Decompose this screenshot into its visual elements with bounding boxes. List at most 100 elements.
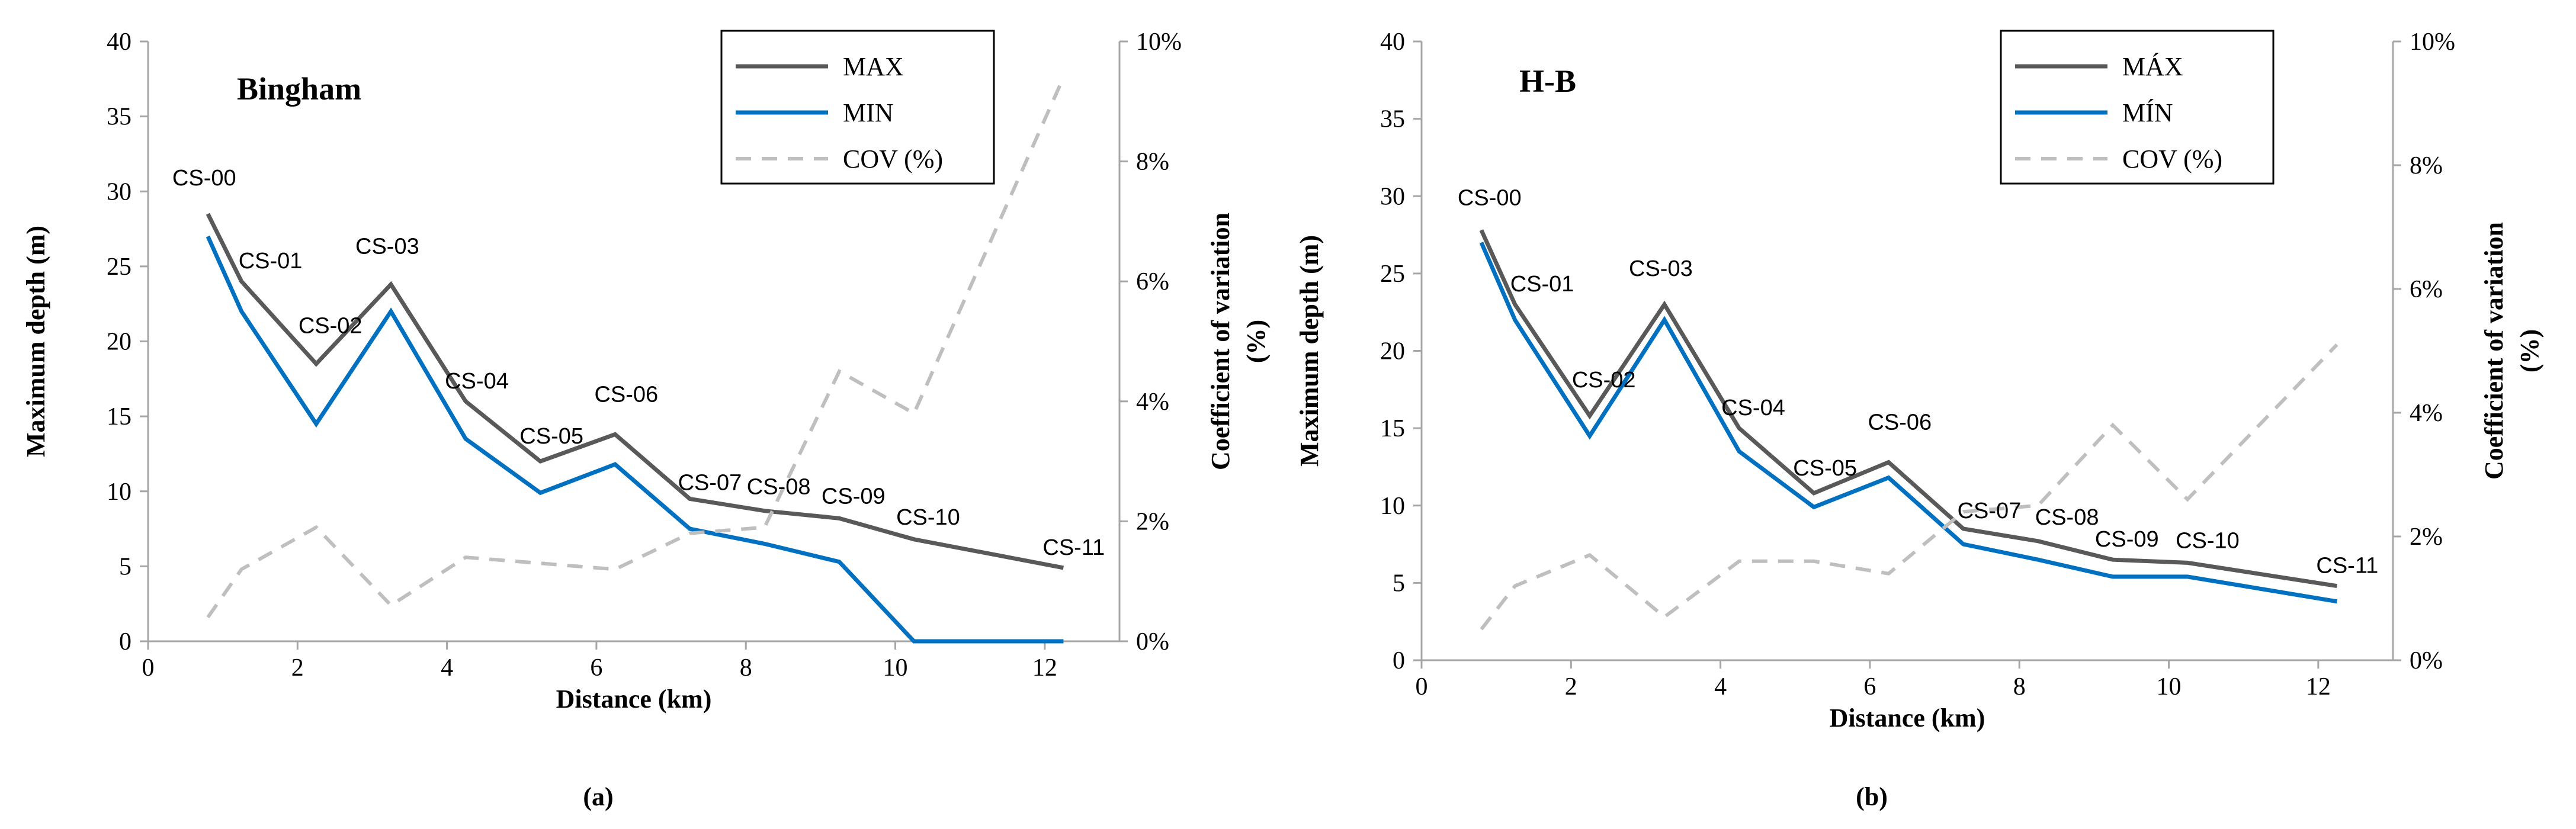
series-min-point [2185, 574, 2190, 579]
cross-section-label: CS-05 [1793, 456, 1857, 481]
series-max-point [2185, 560, 2190, 565]
y2-axis-title-unit: (%) [1242, 320, 1271, 363]
cross-section-label: CS-07 [678, 470, 742, 495]
series-min-line [206, 235, 1064, 644]
y2-tick-label: 8% [1136, 149, 1169, 176]
series-max-point [1061, 565, 1066, 570]
cross-section-label: CS-08 [747, 475, 811, 500]
series-cov-point [1061, 75, 1066, 80]
series-max-point [389, 282, 393, 287]
series-min-point [538, 490, 543, 495]
series-cov-point [612, 567, 617, 571]
series-cov-point [1513, 584, 1518, 589]
series-min-point [688, 526, 692, 531]
legend: MAX MIN COV (%) [720, 30, 995, 185]
cross-section-label: CS-04 [1721, 396, 1785, 420]
cross-section-label: CS-10 [896, 505, 960, 530]
cross-section-label: CS-09 [822, 484, 886, 509]
y-tick-label: 40 [107, 28, 131, 56]
y-tick-label: 5 [1393, 570, 1405, 597]
cross-section-label: CS-02 [299, 313, 362, 338]
series-cov-point [314, 525, 319, 530]
y2-tick-label: 10% [2410, 28, 2455, 56]
series-cov-point [1587, 552, 1592, 557]
cross-section-label: CS-00 [1458, 186, 1522, 211]
x-tick-label: 8 [2013, 673, 2026, 701]
cross-section-label: CS-07 [1958, 499, 2022, 523]
series-cov-point [239, 567, 244, 571]
x-tick-label: 10 [883, 654, 908, 682]
cross-section-label: CS-04 [445, 369, 509, 394]
y-tick-label: 20 [107, 329, 131, 356]
series-min-point [1587, 433, 1592, 438]
series-min-point [612, 462, 617, 467]
series-max-point [2110, 557, 2115, 562]
x-tick-label: 4 [1714, 673, 1727, 701]
series-max-line [1479, 229, 2337, 589]
series-cov-point [2334, 342, 2339, 347]
cross-section-label: CS-01 [239, 249, 303, 274]
series-max-point [1737, 426, 1741, 430]
cross-section-label: CS-06 [1868, 410, 1932, 435]
series-min-point [762, 541, 767, 546]
series-min-point [206, 234, 210, 239]
series-max-point [1662, 302, 1667, 307]
legend: MÁX MÍN COV (%) [2000, 30, 2275, 185]
y2-axis-title: Coefficient of variation [2479, 222, 2508, 480]
series-min-point [1811, 505, 1816, 509]
series-min-point [389, 309, 393, 314]
y2-tick-label: 6% [1136, 268, 1169, 295]
series-cov-point [2110, 423, 2115, 428]
series-min-point [1061, 639, 1066, 644]
y-tick-label: 20 [1380, 338, 1405, 365]
series-cov-point [463, 555, 468, 560]
cross-section-label: CS-03 [355, 234, 419, 259]
series-max-point [1479, 228, 1484, 233]
series-min-point [463, 436, 468, 441]
x-tick-label: 8 [740, 654, 752, 682]
series-cov-point [1662, 615, 1667, 619]
series-max-line [206, 213, 1064, 570]
series-cov-point [1886, 571, 1891, 576]
cross-section-label: CS-00 [172, 166, 236, 191]
y-tick-label: 10 [1380, 493, 1405, 520]
y-tick-label: 30 [1380, 183, 1405, 210]
series-cov-point [688, 531, 692, 536]
x-tick-label: 4 [441, 654, 453, 682]
series-max-point [1513, 302, 1518, 307]
series-max-point [1886, 460, 1891, 465]
y-tick-label: 25 [1380, 261, 1405, 288]
series-cov-point [389, 603, 393, 608]
y2-tick-label: 4% [1136, 388, 1169, 416]
y-tick-label: 15 [107, 403, 131, 430]
series-min-point [1961, 542, 1966, 547]
y-tick-label: 40 [1380, 28, 1405, 56]
x-tick-label: 6 [590, 654, 602, 682]
series-min-point [1479, 240, 1484, 245]
series-max-point [239, 279, 244, 284]
series-cov-point [912, 411, 916, 416]
series-max-point [2036, 539, 2041, 544]
y-axis-title: Maximum depth (m) [21, 226, 50, 457]
legend-label: MÁX [2122, 52, 2183, 81]
y-tick-label: 25 [107, 253, 131, 281]
cross-section-label: CS-09 [2095, 527, 2159, 552]
x-tick-label: 6 [1863, 673, 1876, 701]
y-tick-label: 30 [107, 178, 131, 205]
x-axis-title: Distance (km) [556, 685, 712, 714]
series-max-point [538, 459, 543, 464]
series-min-point [1662, 317, 1667, 322]
chart-title: H-B [1519, 63, 1576, 99]
cross-section-label: CS-02 [1572, 368, 1636, 393]
series-max-point [688, 496, 692, 501]
x-tick-label: 0 [142, 654, 155, 682]
x-tick-label: 0 [1416, 673, 1428, 701]
legend-label: COV (%) [2122, 144, 2222, 173]
y-tick-label: 15 [1380, 415, 1405, 442]
y-tick-label: 35 [1380, 106, 1405, 133]
series-cov-point [837, 369, 842, 374]
series-min-point [2110, 574, 2115, 579]
y-tick-label: 0 [1393, 647, 1405, 674]
chart-title: Bingham [237, 71, 361, 107]
y2-tick-label: 2% [2410, 523, 2443, 551]
